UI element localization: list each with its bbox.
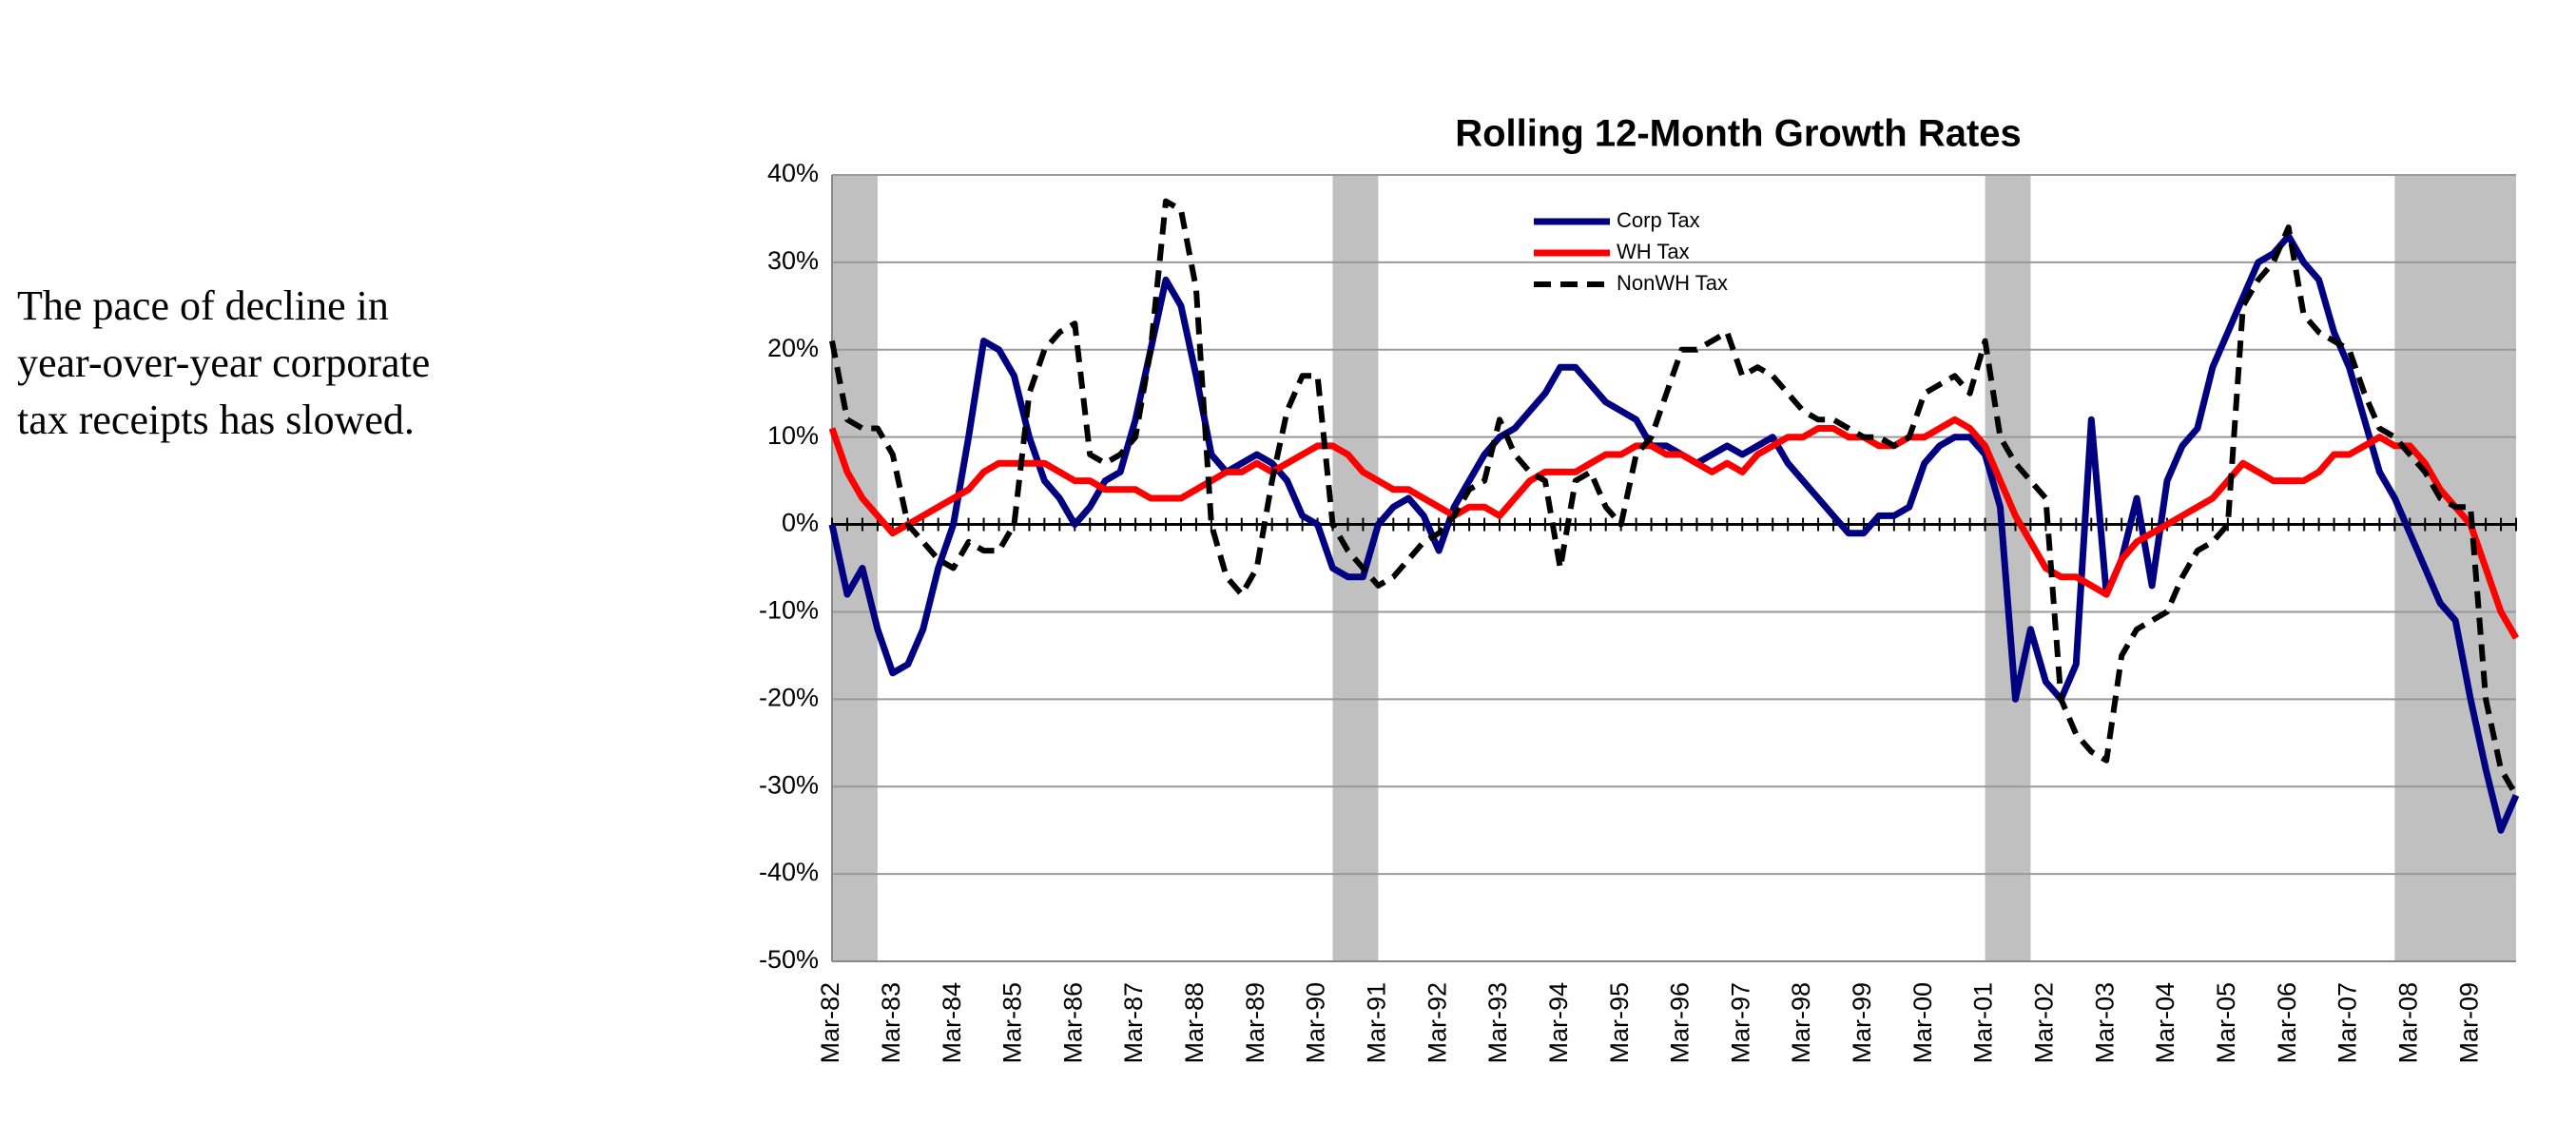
series-line (828, 232, 2520, 834)
x-tick-label: Mar-03 (2090, 982, 2119, 1064)
shaded-band (2394, 175, 2516, 961)
x-tick-label: Mar-00 (1908, 982, 1937, 1064)
note-line: year-over-year corporate (17, 339, 431, 386)
chart-title: Rolling 12-Month Growth Rates (1455, 113, 2022, 155)
x-tick-label: Mar-08 (2393, 982, 2422, 1064)
x-tick-label: Mar-89 (1241, 982, 1269, 1064)
x-tick-label: Mar-91 (1363, 982, 1391, 1064)
y-tick-label: -20% (759, 683, 819, 711)
x-tick-label: Mar-95 (1605, 982, 1634, 1064)
x-tick-label: Mar-04 (2151, 982, 2179, 1064)
y-tick-label: -50% (759, 945, 819, 974)
x-tick-label: Mar-07 (2334, 982, 2362, 1064)
y-tick-label: -10% (759, 596, 819, 625)
x-tick-label: Mar-99 (1848, 982, 1876, 1064)
x-tick-label: Mar-94 (1544, 982, 1573, 1064)
y-tick-label: 10% (767, 421, 819, 450)
x-tick-label: Mar-86 (1058, 982, 1087, 1064)
x-tick-label: Mar-05 (2212, 982, 2240, 1064)
x-tick-label: Mar-90 (1302, 982, 1330, 1064)
legend-label: WH Tax (1617, 240, 1690, 263)
x-tick-label: Mar-82 (816, 982, 844, 1064)
x-tick-label: Mar-84 (938, 982, 966, 1064)
x-tick-label: Mar-02 (2030, 982, 2059, 1064)
y-tick-label: 0% (782, 509, 819, 537)
y-tick-label: -40% (759, 858, 819, 886)
note-line: The pace of decline in (17, 282, 389, 329)
x-tick-label: Mar-98 (1787, 982, 1815, 1064)
series-line (829, 198, 2519, 797)
legend-label: NonWH Tax (1617, 271, 1728, 295)
legend-label: Corp Tax (1617, 208, 1700, 232)
x-tick-label: Mar-87 (1119, 982, 1148, 1064)
series-line (828, 416, 2520, 640)
y-tick-label: 40% (767, 159, 819, 187)
x-tick-label: Mar-83 (877, 982, 905, 1064)
x-tick-label: Mar-88 (1180, 982, 1209, 1064)
x-tick-label: Mar-85 (998, 982, 1027, 1064)
note-line: tax receipts has slowed. (17, 397, 415, 443)
x-tick-label: Mar-01 (1969, 982, 1998, 1064)
y-tick-label: 20% (767, 334, 819, 362)
x-tick-label: Mar-96 (1666, 982, 1695, 1064)
x-tick-label: Mar-97 (1726, 982, 1754, 1064)
y-tick-label: 30% (767, 246, 819, 275)
x-tick-label: Mar-06 (2273, 982, 2301, 1064)
x-tick-label: Mar-09 (2454, 982, 2483, 1064)
shaded-band (1332, 175, 1379, 961)
x-tick-label: Mar-92 (1423, 982, 1451, 1064)
note: The pace of decline in year-over-year co… (17, 278, 550, 449)
y-tick-label: -30% (759, 770, 819, 799)
x-tick-label: Mar-93 (1483, 982, 1512, 1064)
